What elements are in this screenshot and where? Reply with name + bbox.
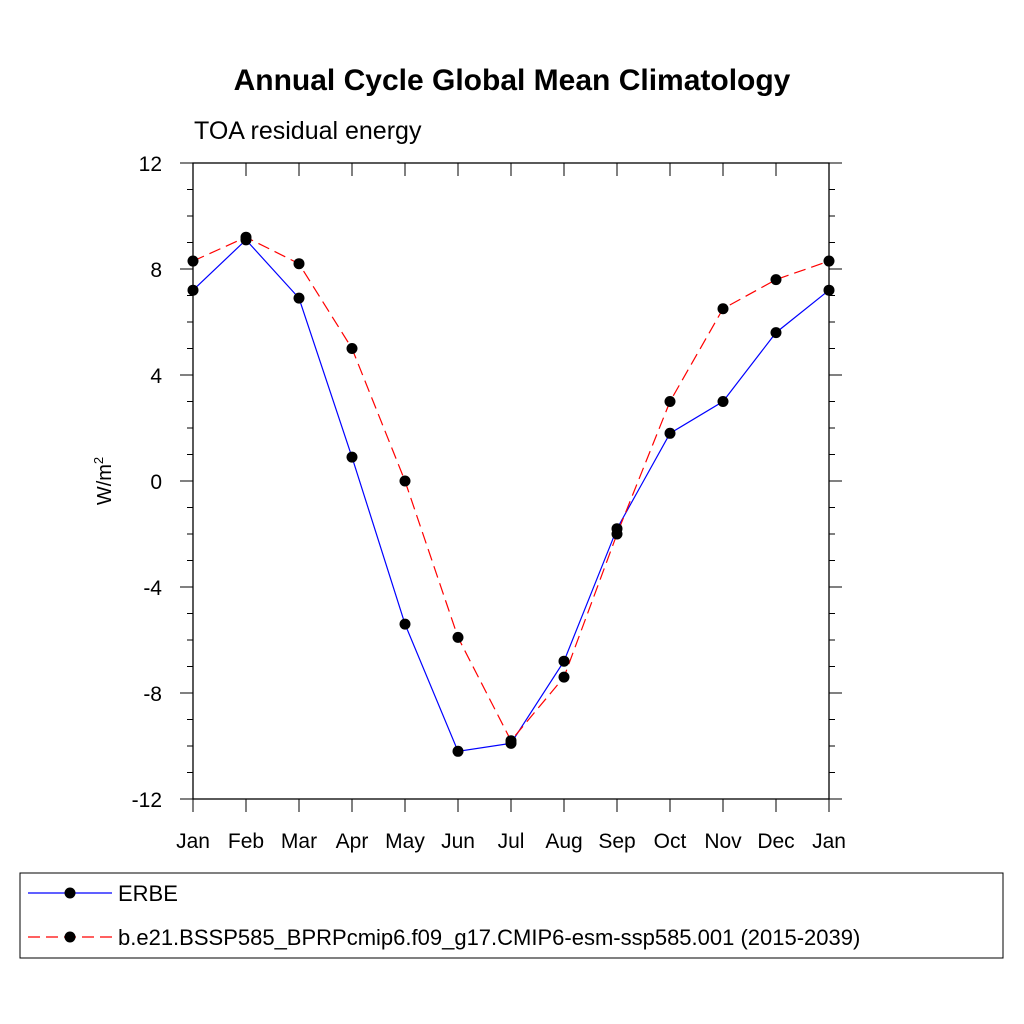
x-tick-label: Jan xyxy=(176,830,210,853)
series-2-point xyxy=(823,255,835,267)
series-2-point xyxy=(399,475,411,487)
series-2-point xyxy=(717,303,729,315)
x-tick-label: May xyxy=(385,830,425,853)
y-tick-label: -4 xyxy=(143,577,162,600)
axis-ticks xyxy=(180,162,842,812)
x-tick-label: Aug xyxy=(545,830,582,853)
x-tick-label: Apr xyxy=(336,830,369,853)
series-2-point xyxy=(240,231,252,243)
series-1-point xyxy=(187,284,199,296)
series-2-point xyxy=(664,396,676,407)
y-tick-label: 0 xyxy=(150,471,162,494)
series-1-point xyxy=(558,655,570,667)
legend-box xyxy=(19,872,1004,959)
series-1-point xyxy=(823,284,835,296)
legend: ERBE b.e21.BSSP585_BPRPcmip6.f09_g17.CMIP… xyxy=(28,881,860,950)
series-lines xyxy=(192,236,830,752)
series-1-point xyxy=(770,327,782,339)
x-tick-label: Dec xyxy=(757,830,794,853)
series-1-point xyxy=(664,427,676,439)
legend-marker-2 xyxy=(64,931,76,943)
series-2-point xyxy=(187,255,199,267)
y-tick-label: 8 xyxy=(150,259,162,282)
x-tick-label: Feb xyxy=(228,830,264,853)
y-tick-label: -8 xyxy=(143,683,162,706)
legend-marker-1 xyxy=(64,887,76,899)
series-2-point xyxy=(346,343,358,354)
x-tick-label: Sep xyxy=(598,830,635,853)
chart-subtitle: TOA residual energy xyxy=(194,117,422,145)
chart-title: Annual Cycle Global Mean Climatology xyxy=(234,64,791,97)
y-tick-label: 4 xyxy=(150,365,162,388)
plot-frame xyxy=(192,162,830,800)
series-markers xyxy=(187,231,835,757)
axis-tick-labels: Jan Feb Mar Apr May Jun Jul Aug Sep Oct Nov Dec Jan 1… xyxy=(132,153,846,853)
series-1-point xyxy=(346,451,358,463)
series-1-point xyxy=(399,618,411,630)
x-tick-label: Mar xyxy=(281,830,317,853)
series-line-1 xyxy=(192,238,830,752)
y-tick-label: -12 xyxy=(132,789,162,812)
series-line-2 xyxy=(192,236,830,742)
x-tick-label: Jan xyxy=(812,830,846,853)
series-1-point xyxy=(717,396,729,407)
legend-label-2: b.e21.BSSP585_BPRPcmip6.f09_g17.CMIP6-es… xyxy=(118,925,860,950)
series-2-point xyxy=(452,631,464,643)
x-tick-label: Oct xyxy=(654,830,687,853)
series-1-point xyxy=(452,745,464,757)
x-tick-label: Nov xyxy=(704,830,742,853)
x-tick-label: Jun xyxy=(441,830,475,853)
series-2-point xyxy=(558,671,570,683)
series-1-point xyxy=(293,292,305,304)
series-2-point xyxy=(611,528,623,540)
series-2-point xyxy=(770,274,782,286)
y-tick-label: 12 xyxy=(139,153,162,176)
x-tick-label: Jul xyxy=(498,830,525,853)
legend-label-1: ERBE xyxy=(118,881,178,906)
series-2-point xyxy=(293,258,305,270)
series-2-point xyxy=(505,735,517,747)
y-axis-label: W/m2 xyxy=(91,457,116,505)
